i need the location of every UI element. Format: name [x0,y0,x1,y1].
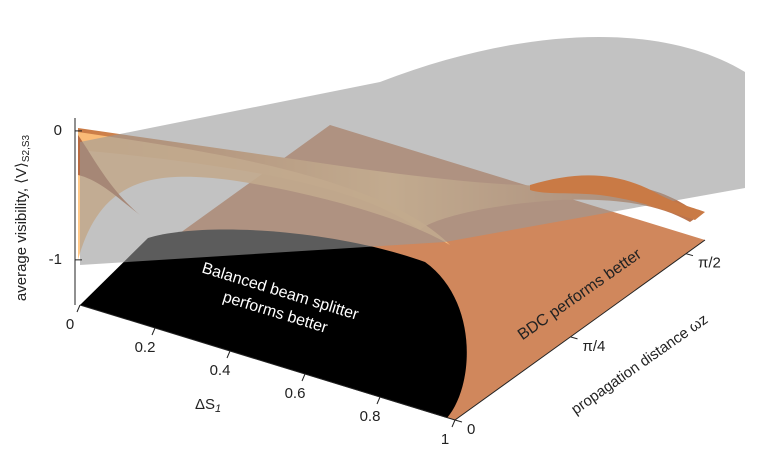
orange-surface-front [530,175,705,220]
y-tick [570,336,578,340]
z-tick-label: -1 [49,251,62,268]
y-tick-label: π/4 [582,338,605,355]
z-label-subscript: S2,S3 [21,134,32,162]
y-tick-label: 0 [467,421,475,438]
y-axis [454,239,706,421]
y-tick-label: π/2 [698,255,721,272]
y-tick [454,419,463,423]
x-tick [226,350,231,359]
x-label-subscript: 1 [215,403,221,415]
x-axis-label: ΔS1 [195,396,221,415]
x-tick [451,419,456,428]
x-tick [376,396,381,405]
z-axis-label: average visibility, ⟨V⟩S2,S3 [13,134,32,301]
x-tick-label: 0.2 [135,339,156,356]
z-tick-label: 0 [54,122,62,139]
x-tick-label: 0.4 [210,362,231,379]
y-tick [685,253,694,257]
x-tick-label: 1 [441,431,449,448]
z-label-main: average visibility, ⟨V⟩ [13,162,30,301]
x-tick [301,373,306,382]
x-tick [76,304,81,313]
y-axis-label: propagation distance ωz [568,311,711,418]
x-label-main: ΔS [195,396,215,413]
x-tick-label: 0.8 [360,408,381,425]
black-region [80,229,467,418]
x-tick [151,327,156,336]
x-tick-label: 0 [66,316,74,333]
gray-plane [80,36,745,265]
x-tick-label: 0.6 [285,385,306,402]
x-axis [79,304,456,421]
